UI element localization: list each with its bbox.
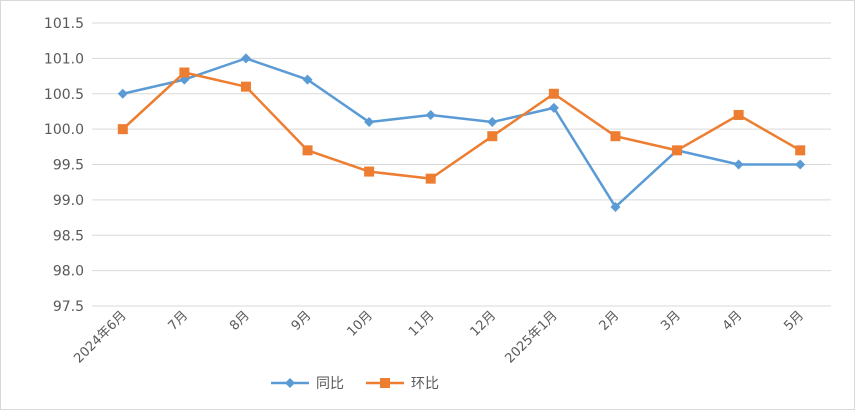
x-tick-label: 3月 <box>658 308 684 334</box>
data-point <box>425 109 436 120</box>
data-point <box>364 117 375 128</box>
legend-marker <box>380 378 390 388</box>
data-point <box>548 88 559 99</box>
y-tick-label: 100.0 <box>44 122 84 138</box>
data-point <box>240 81 251 92</box>
legend-marker <box>285 378 295 388</box>
x-tick-label: 4月 <box>720 308 746 334</box>
x-tick-label: 2024年6月 <box>71 308 129 366</box>
x-tick-label: 7月 <box>166 308 192 334</box>
y-tick-label: 97.5 <box>53 299 84 315</box>
data-point <box>548 102 559 113</box>
x-axis-ticks: 2024年6月 7月 8月 9月 10月 11月 12月 2025年1月 2月 3月 4月 5月 <box>71 308 807 366</box>
data-point <box>302 74 313 85</box>
data-point <box>364 166 375 177</box>
x-tick-label: 8月 <box>227 308 253 334</box>
data-point <box>795 159 806 170</box>
x-tick-label: 12月 <box>468 308 499 339</box>
y-axis-ticks: 97.5 98.0 98.5 99.0 99.5 100.0 100.5 101.0 101.5 <box>44 16 84 315</box>
data-point <box>179 67 190 78</box>
y-tick-label: 98.0 <box>53 264 84 280</box>
data-point <box>795 145 806 156</box>
x-tick-label: 2月 <box>597 308 623 334</box>
x-tick-label: 5月 <box>781 308 807 334</box>
data-point <box>117 124 128 135</box>
series-group <box>117 53 806 212</box>
series-line-0 <box>122 57 801 209</box>
x-tick-label: 10月 <box>344 308 375 339</box>
y-tick-label: 98.5 <box>53 228 84 244</box>
legend-label: 环比 <box>411 376 439 392</box>
y-tick-label: 101.0 <box>44 51 84 67</box>
series-line-1 <box>121 71 801 180</box>
x-tick-label: 9月 <box>289 308 315 334</box>
data-point <box>610 201 621 212</box>
data-point <box>302 145 313 156</box>
data-point <box>425 173 436 184</box>
x-tick-label: 2025年1月 <box>502 308 560 366</box>
data-point <box>487 131 498 142</box>
data-point <box>610 131 621 142</box>
y-tick-label: 101.5 <box>44 16 84 32</box>
y-tick-label: 99.5 <box>53 158 84 174</box>
data-point <box>240 53 251 64</box>
data-point <box>117 88 128 99</box>
data-point <box>733 159 744 170</box>
data-point <box>487 117 498 128</box>
y-tick-label: 100.5 <box>44 87 84 103</box>
legend: 同比 环比 <box>271 376 439 392</box>
data-point <box>672 145 683 156</box>
y-tick-label: 99.0 <box>53 193 84 209</box>
data-point <box>733 109 744 120</box>
legend-label: 同比 <box>316 376 344 392</box>
gridlines <box>92 22 831 307</box>
x-tick-label: 11月 <box>406 308 437 339</box>
